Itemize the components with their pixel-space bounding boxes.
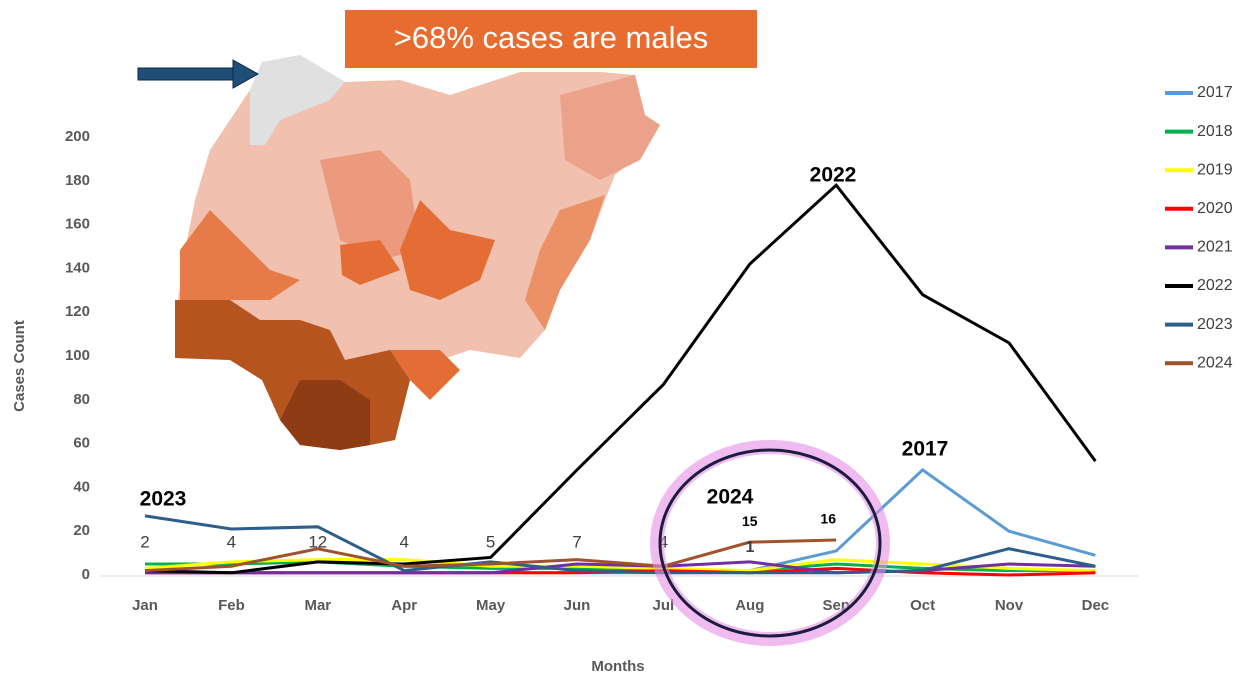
y-tick-label: 120: [65, 303, 90, 320]
legend-label: 2021: [1197, 239, 1233, 256]
x-tick-label: Feb: [218, 597, 245, 614]
annotation: 2017: [902, 438, 949, 461]
callout-box: [345, 10, 757, 68]
series-line: [145, 560, 1096, 575]
map-region: [280, 380, 370, 450]
x-tick-label: Jul: [653, 597, 675, 614]
x-axis-title: Months: [591, 658, 644, 675]
data-label: 15: [742, 513, 758, 529]
y-tick-label: 80: [73, 391, 90, 408]
y-tick-label: 0: [82, 566, 90, 583]
data-label: 5: [486, 532, 495, 551]
x-tick-label: Aug: [735, 597, 764, 614]
annotation: 2022: [810, 164, 857, 187]
map-region: [400, 200, 495, 300]
y-tick-label: 200: [65, 128, 90, 145]
series-line: [145, 467, 1096, 575]
legend-label: 2022: [1197, 277, 1233, 294]
series-line: [144, 538, 837, 573]
legend-label: 2023: [1197, 316, 1233, 333]
annotation: 2024: [707, 486, 754, 509]
data-label: 4: [227, 532, 236, 551]
legend-label: 2019: [1197, 161, 1233, 178]
legend-label: 2017: [1197, 84, 1233, 101]
legend-label: 2018: [1197, 123, 1233, 140]
map-region: [180, 210, 300, 300]
map-region: [340, 240, 400, 285]
y-tick-label: 140: [65, 259, 90, 276]
x-tick-label: May: [476, 597, 506, 614]
map-region: [560, 75, 660, 180]
y-axis-title: Cases Count: [11, 320, 28, 412]
y-tick-label: 160: [65, 216, 90, 233]
map-region: [525, 195, 605, 330]
data-label: 4: [399, 532, 408, 551]
data-label: 12: [308, 532, 327, 551]
map-region: [390, 350, 460, 400]
y-tick-label: 180: [65, 172, 90, 189]
highlight-ring: [658, 448, 882, 638]
y-tick-label: 40: [73, 478, 90, 495]
x-tick-label: Oct: [910, 597, 935, 614]
annotation: 2023: [140, 488, 187, 511]
x-tick-label: Apr: [391, 597, 417, 614]
map: [175, 55, 660, 450]
x-tick-label: Jan: [132, 597, 158, 614]
series-line: [144, 514, 1096, 575]
map-region: [320, 150, 420, 260]
y-tick-label: 100: [65, 347, 90, 364]
map-region: [250, 55, 345, 145]
x-tick-label: Jun: [564, 597, 591, 614]
series-line: [144, 558, 1096, 573]
x-tick-label: Dec: [1082, 597, 1110, 614]
legend-label: 2024: [1197, 354, 1233, 371]
x-tick-label: Nov: [995, 597, 1024, 614]
highlight-glow: [650, 440, 890, 646]
callout: >68% cases are males: [394, 20, 708, 55]
y-tick-label: 60: [73, 435, 90, 452]
data-label: 2: [140, 532, 149, 551]
annotation: 1: [746, 539, 755, 556]
x-tick-label: Mar: [304, 597, 331, 614]
arrow: [137, 59, 260, 89]
arrow-shaft: [137, 67, 234, 81]
y-tick-label: 20: [73, 522, 90, 539]
data-label: 7: [572, 532, 581, 551]
series-line: [144, 182, 1097, 575]
data-label: 16: [820, 511, 836, 527]
arrow-head: [232, 59, 260, 89]
legend-label: 2020: [1197, 200, 1233, 217]
